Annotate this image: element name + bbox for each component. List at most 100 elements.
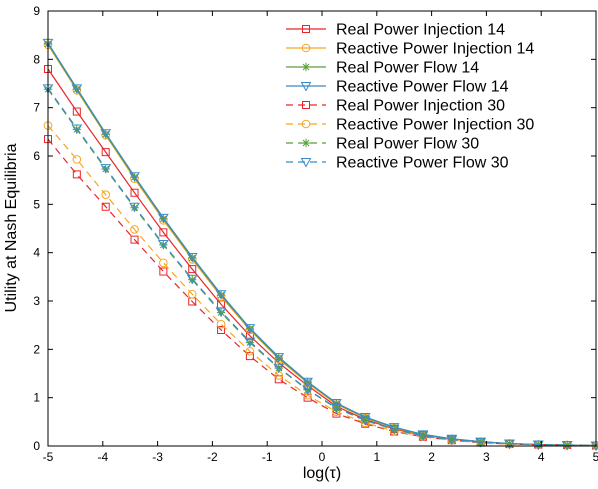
series-line (47, 87, 597, 447)
data-point (244, 337, 256, 348)
series-line (47, 138, 597, 447)
x-tick-label: -2 (207, 450, 218, 464)
data-point (72, 170, 81, 179)
data-point (504, 439, 515, 450)
legend-label: Reactive Power Injection 30 (336, 117, 534, 134)
legend-item: Reactive Power Injection 14 (286, 41, 534, 58)
x-tick-label: -4 (97, 450, 108, 464)
x-tick-label: 5 (593, 450, 598, 464)
data-point (159, 228, 168, 237)
data-point (186, 274, 198, 285)
legend-item: Real Power Injection 14 (286, 22, 505, 39)
data-point (101, 202, 110, 211)
data-point (187, 289, 197, 299)
data-point (216, 291, 226, 300)
data-point (215, 307, 227, 318)
data-point (562, 440, 572, 450)
data-point (129, 172, 140, 182)
data-point (505, 439, 514, 448)
data-point (361, 416, 370, 425)
data-point (72, 155, 82, 164)
data-point (217, 326, 226, 334)
data-point (159, 240, 168, 250)
legend-label: Real Power Injection 30 (336, 98, 505, 115)
data-point (130, 235, 139, 244)
y-tick-label: 0 (33, 439, 40, 453)
legend-swatch-marker (301, 119, 311, 129)
data-point (215, 290, 227, 300)
legend-label: Real Power Flow 14 (336, 60, 479, 77)
y-tick-label: 1 (33, 391, 40, 405)
data-point (71, 84, 83, 94)
data-point (331, 403, 342, 414)
x-tick-label: 4 (538, 450, 545, 464)
y-tick-label: 6 (33, 149, 40, 163)
legend: Real Power Injection 14 Reactive Power In… (286, 22, 534, 172)
series-line (47, 42, 597, 447)
data-point (245, 352, 254, 361)
data-point (186, 253, 198, 263)
x-axis-label: log(τ) (303, 465, 341, 482)
legend-item: Real Power Flow 30 (286, 136, 479, 153)
x-tick-label: -5 (43, 450, 54, 464)
data-point (475, 438, 487, 448)
x-tick-label: 2 (428, 450, 435, 464)
data-point (159, 267, 168, 276)
y-tick-label: 3 (33, 294, 40, 308)
data-point (359, 416, 371, 426)
legend-label: Real Power Flow 30 (336, 136, 479, 153)
data-point (101, 190, 111, 199)
data-point (100, 129, 112, 139)
y-tick-label: 9 (33, 4, 40, 18)
legend-swatch-marker (302, 25, 310, 33)
data-point (273, 363, 285, 374)
legend-item: Reactive Power Flow 30 (286, 155, 509, 172)
data-point (129, 202, 140, 213)
data-point (188, 265, 197, 274)
data-point (446, 435, 458, 446)
data-point (417, 431, 429, 441)
data-point (532, 440, 544, 451)
data-point (71, 124, 83, 134)
legend-swatch-marker (301, 62, 311, 72)
y-axis-label: Utility at Nash Equilibria (3, 143, 20, 312)
data-point (302, 385, 313, 395)
y-tick-label: 4 (33, 246, 40, 260)
data-point (101, 148, 110, 157)
y-tick-label: 7 (33, 101, 40, 115)
x-tick-label: -1 (262, 450, 273, 464)
data-point (216, 308, 226, 317)
series-2 (43, 39, 598, 450)
data-point (273, 353, 285, 363)
series-3 (42, 38, 598, 452)
y-tick-label: 2 (33, 342, 40, 356)
data-point (130, 203, 139, 212)
x-tick-label: 0 (319, 450, 326, 464)
data-point (244, 324, 256, 334)
legend-swatch-marker (301, 43, 311, 53)
axes: -5 -4 -3 -2 -1 0 1 2 3 4 5 0 1 2 3 4 5 6 7 8 9 (33, 4, 598, 464)
data-point (72, 107, 81, 116)
data-point (388, 425, 400, 435)
legend-label: Reactive Power Flow 30 (336, 155, 509, 172)
data-point (159, 258, 168, 268)
data-point (245, 338, 255, 347)
data-point (245, 346, 255, 356)
x-tick-label: -3 (152, 450, 163, 464)
x-tick-label: 3 (483, 450, 490, 464)
data-point (274, 353, 283, 363)
legend-swatch-marker (302, 101, 310, 109)
series-5 (43, 121, 598, 450)
legend-label: Reactive Power Injection 14 (336, 41, 534, 58)
legend-item: Real Power Injection 30 (286, 98, 505, 115)
data-point (157, 213, 169, 224)
legend-swatch-marker (300, 158, 312, 168)
legend-swatch-marker (300, 82, 312, 92)
legend-swatch-marker (301, 138, 311, 148)
series-line (47, 43, 597, 447)
data-point (130, 188, 139, 197)
data-point (245, 324, 255, 334)
data-point (157, 239, 169, 250)
